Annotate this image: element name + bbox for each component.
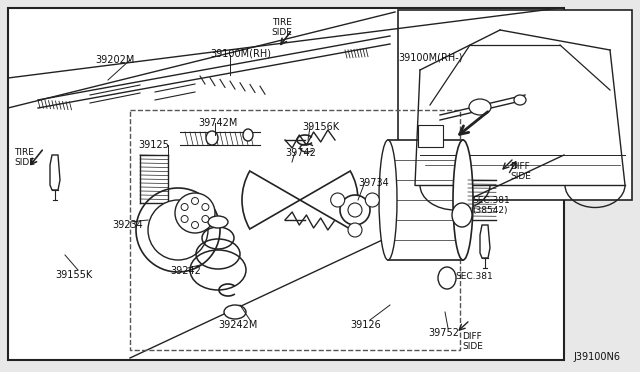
Circle shape xyxy=(348,203,362,217)
Text: 39734: 39734 xyxy=(358,178,388,188)
Ellipse shape xyxy=(514,95,526,105)
Circle shape xyxy=(148,200,208,260)
Bar xyxy=(388,140,463,260)
Circle shape xyxy=(331,193,345,207)
Polygon shape xyxy=(480,225,490,258)
Circle shape xyxy=(202,215,209,222)
Wedge shape xyxy=(242,171,300,229)
Text: SEC.381
(38542): SEC.381 (38542) xyxy=(472,196,509,215)
Text: SEC.381: SEC.381 xyxy=(455,272,493,281)
Text: 39742M: 39742M xyxy=(198,118,237,128)
Bar xyxy=(8,8,564,360)
Text: 39126: 39126 xyxy=(350,320,381,330)
Polygon shape xyxy=(50,155,60,190)
Ellipse shape xyxy=(206,131,218,145)
Circle shape xyxy=(175,193,215,233)
Circle shape xyxy=(365,193,380,207)
Ellipse shape xyxy=(438,267,456,289)
Circle shape xyxy=(202,203,209,211)
Text: DIFF
SIDE: DIFF SIDE xyxy=(510,162,531,182)
Circle shape xyxy=(191,198,198,205)
Wedge shape xyxy=(300,171,358,229)
Circle shape xyxy=(191,221,198,228)
Text: 39242: 39242 xyxy=(170,266,201,276)
Text: 39155K: 39155K xyxy=(55,270,92,280)
Ellipse shape xyxy=(469,99,491,115)
Text: 39100M(RH-): 39100M(RH-) xyxy=(398,52,463,62)
Text: TIRE
SIDE: TIRE SIDE xyxy=(14,148,35,167)
Text: 39125: 39125 xyxy=(138,140,169,150)
Text: 39100M(RH): 39100M(RH) xyxy=(210,48,271,58)
Ellipse shape xyxy=(224,305,246,319)
Ellipse shape xyxy=(379,140,397,260)
Ellipse shape xyxy=(452,203,472,227)
Text: 39234: 39234 xyxy=(112,220,143,230)
Circle shape xyxy=(181,215,188,222)
Text: 39242M: 39242M xyxy=(218,320,257,330)
Ellipse shape xyxy=(453,140,473,260)
Circle shape xyxy=(181,203,188,211)
Circle shape xyxy=(348,223,362,237)
Bar xyxy=(130,110,460,350)
Bar xyxy=(418,125,443,147)
Text: 39202M: 39202M xyxy=(95,55,134,65)
Text: 39742: 39742 xyxy=(285,148,316,158)
Text: 39752: 39752 xyxy=(428,328,459,338)
Bar xyxy=(398,10,632,200)
Ellipse shape xyxy=(208,216,228,228)
Circle shape xyxy=(340,195,370,225)
Ellipse shape xyxy=(243,129,253,141)
Text: TIRE
SIDE: TIRE SIDE xyxy=(271,18,292,38)
Text: DIFF
SIDE: DIFF SIDE xyxy=(462,332,483,352)
Text: 39156K: 39156K xyxy=(302,122,339,132)
Text: J39100N6: J39100N6 xyxy=(573,352,620,362)
Circle shape xyxy=(136,188,220,272)
